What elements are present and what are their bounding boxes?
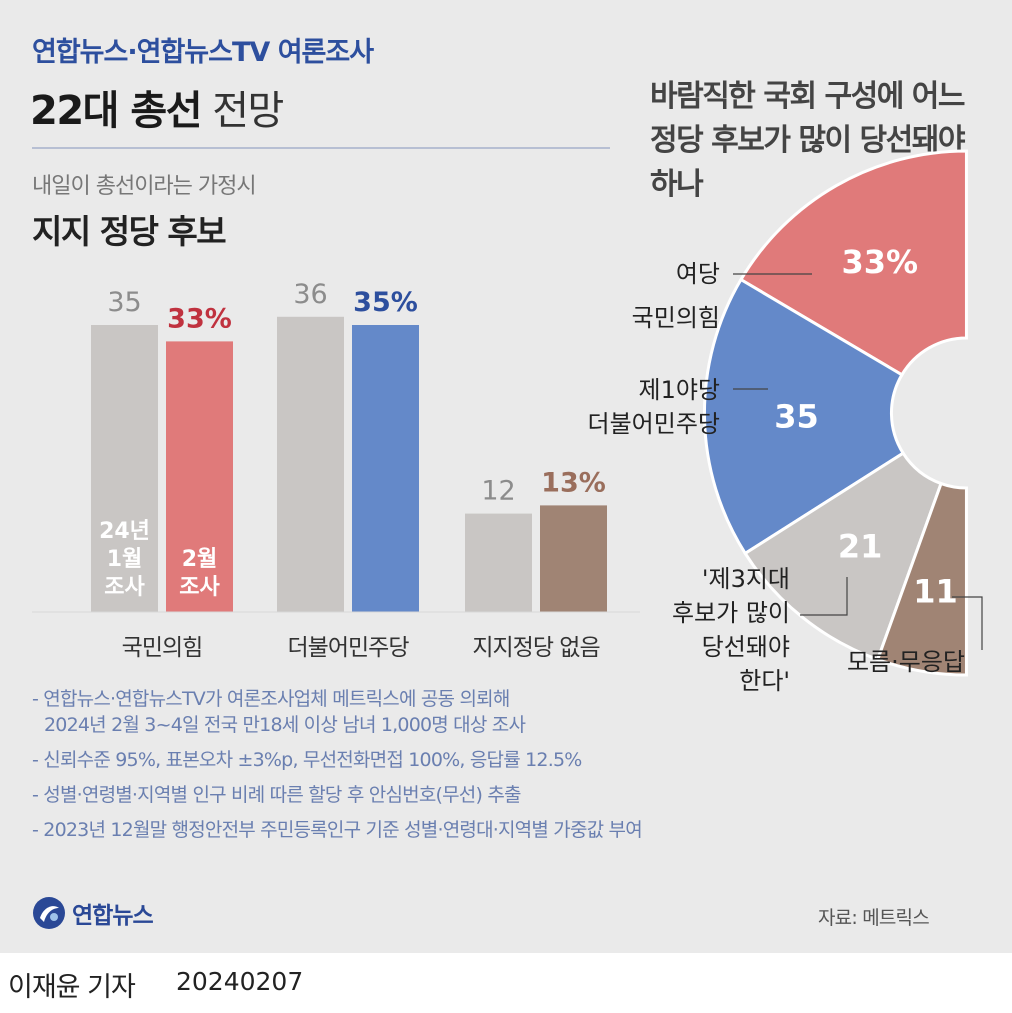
donut-value-label: 11 bbox=[913, 572, 958, 610]
in-bar-label-jan: 24년 bbox=[99, 519, 150, 544]
in-bar-label-jan: 조사 bbox=[104, 575, 145, 600]
in-bar-label-jan: 1월 bbox=[107, 547, 143, 572]
note-item: - 연합뉴스·연합뉴스TV가 여론조사업체 메트릭스에 공동 의뢰해 2024년 … bbox=[32, 686, 792, 738]
note-line: 2024년 2월 3~4일 전국 만18세 이상 남녀 1,000명 대상 조사 bbox=[44, 714, 526, 736]
donut-category-label: 국민의힘 bbox=[632, 304, 720, 332]
note-item: - 신뢰수준 95%, 표본오차 ±3%p, 무선전화면접 100%, 응답률 … bbox=[32, 747, 792, 773]
bar-value-feb: 35% bbox=[353, 287, 418, 318]
donut-category-label: 후보가 많이 bbox=[672, 599, 790, 627]
note-line: - 성별·연령별·지역별 인구 비례 따른 할당 후 안심번호(무선) 추출 bbox=[32, 784, 521, 806]
x-tick-label: 더불어민주당 bbox=[288, 635, 410, 661]
yonhap-logo: 연합뉴스 bbox=[32, 896, 154, 930]
donut-category-label: 한다' bbox=[739, 667, 790, 695]
donut-category-label: 당선돼야 bbox=[702, 633, 790, 661]
yonhap-logo-icon bbox=[33, 897, 65, 929]
bar-jan-1 bbox=[277, 316, 344, 612]
leader-line bbox=[800, 577, 848, 616]
note-item: - 성별·연령별·지역별 인구 비례 따른 할당 후 안심번호(무선) 추출 bbox=[32, 782, 792, 808]
in-bar-label-feb: 2월 bbox=[182, 547, 218, 572]
donut-category-label: 제1야당 bbox=[638, 376, 720, 404]
bar-feb-0 bbox=[166, 341, 233, 612]
bar-feb-1 bbox=[352, 325, 419, 612]
donut-value-label: 21 bbox=[838, 528, 883, 566]
bar-chart-subtitle: 내일이 총선이라는 가정시 bbox=[32, 174, 257, 199]
bar-value-jan: 35 bbox=[107, 287, 141, 318]
donut-value-label: 35 bbox=[774, 398, 819, 436]
bar-jan-2 bbox=[465, 513, 532, 612]
methodology-notes: - 연합뉴스·연합뉴스TV가 여론조사업체 메트릭스에 공동 의뢰해 2024년 … bbox=[32, 686, 792, 852]
page-title: 22대 총선 전망 bbox=[30, 78, 284, 136]
note-line: - 연합뉴스·연합뉴스TV가 여론조사업체 메트릭스에 공동 의뢰해 bbox=[32, 688, 510, 710]
bar-chart-title: 지지 정당 후보 bbox=[32, 212, 227, 251]
donut-category-label: '제3지대 bbox=[702, 565, 790, 593]
donut-chart-title: 바람직한 국회 구성에 어느 정당 후보가 많이 당선돼야 하나 bbox=[650, 79, 965, 202]
reporter-name: 이재윤 기자 bbox=[8, 972, 136, 1003]
publish-date: 20240207 bbox=[176, 967, 304, 996]
title-bold: 22대 총선 bbox=[30, 88, 203, 134]
note-item: - 2023년 12월말 행정안전부 주민등록인구 기준 성별·연령대·지역별 … bbox=[32, 817, 792, 843]
donut-slice-3 bbox=[875, 481, 968, 677]
x-tick-label: 국민의힘 bbox=[122, 635, 203, 661]
bar-value-feb: 13% bbox=[541, 467, 606, 498]
donut-category-label: 더불어민주당 bbox=[588, 410, 720, 438]
bar-jan-0 bbox=[91, 325, 158, 612]
donut-slice-2 bbox=[743, 451, 943, 662]
leader-line bbox=[952, 596, 983, 650]
bar-feb-2 bbox=[540, 505, 607, 612]
note-line: - 신뢰수준 95%, 표본오차 ±3%p, 무선전화면접 100%, 응답률 … bbox=[32, 749, 582, 771]
title-divider bbox=[32, 147, 610, 149]
x-tick-label: 지지정당 없음 bbox=[472, 635, 599, 661]
donut-value-label: 33% bbox=[841, 243, 918, 281]
donut-slice-0 bbox=[738, 149, 968, 377]
note-line: - 2023년 12월말 행정안전부 주민등록인구 기준 성별·연령대·지역별 … bbox=[32, 819, 643, 841]
title-light: 전망 bbox=[212, 88, 284, 134]
logo-text: 연합뉴스 bbox=[72, 903, 154, 929]
in-bar-label-feb: 조사 bbox=[179, 575, 220, 600]
donut-category-label: 여당 bbox=[676, 260, 720, 288]
bar-value-feb: 33% bbox=[167, 303, 232, 334]
source-credit: 자료: 메트릭스 bbox=[818, 907, 930, 929]
donut-slice-1 bbox=[702, 277, 906, 556]
donut-category-label: 모름·무응답 bbox=[847, 648, 965, 676]
bar-value-jan: 12 bbox=[481, 476, 515, 507]
bar-value-jan: 36 bbox=[293, 279, 327, 310]
header-kicker: 연합뉴스·연합뉴스TV 여론조사 bbox=[32, 37, 374, 68]
